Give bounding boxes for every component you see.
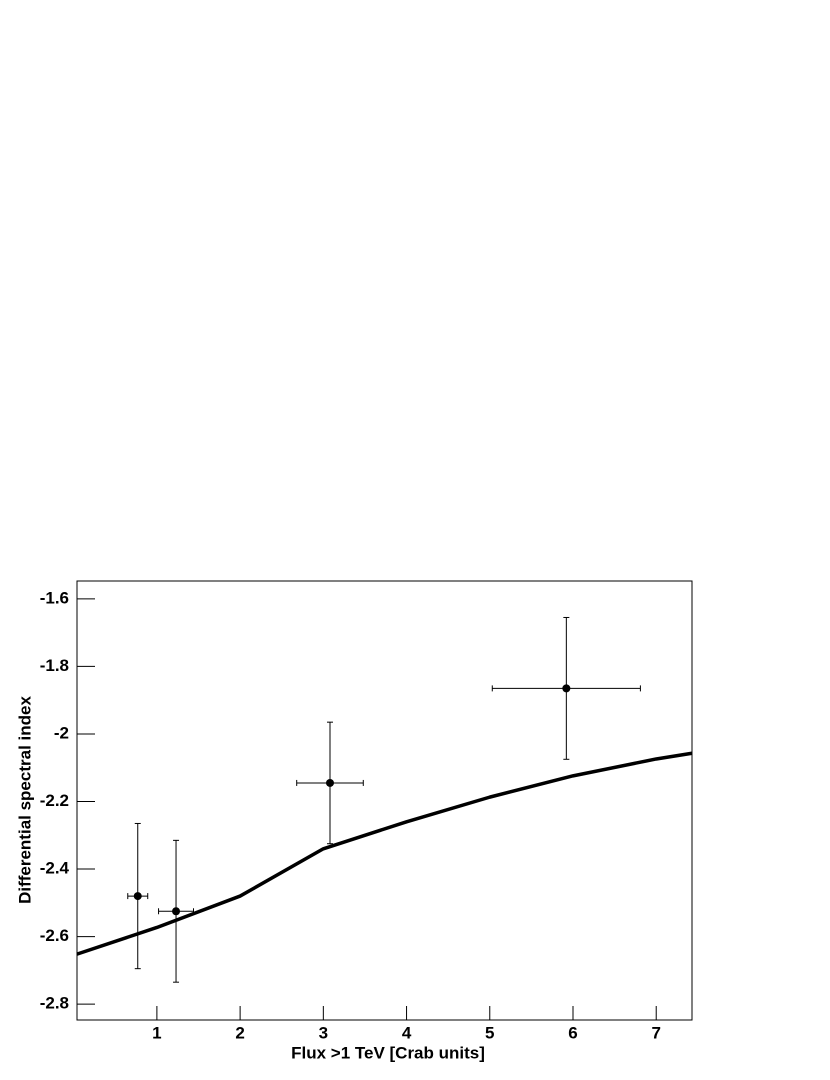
- x-tick-label: 3: [319, 1023, 328, 1042]
- y-tick-label: -2.8: [40, 994, 69, 1013]
- y-tick-label: -1.8: [40, 656, 69, 675]
- x-axis-title: Flux >1 TeV [Crab units]: [291, 1043, 485, 1062]
- y-axis-title: Differential spectral index: [15, 696, 34, 904]
- data-point: [133, 892, 142, 901]
- data-point: [562, 684, 571, 693]
- x-tick-label: 4: [402, 1023, 412, 1042]
- data-point: [325, 778, 334, 787]
- x-tick-label: 5: [485, 1023, 494, 1042]
- x-tick-label: 6: [568, 1023, 577, 1042]
- data-point: [172, 907, 181, 916]
- y-tick-label: -1.6: [40, 588, 69, 607]
- fit-curve: [76, 751, 693, 956]
- y-tick-label: -2.2: [40, 791, 69, 810]
- x-tick-label: 1: [152, 1023, 161, 1042]
- x-tick-label: 7: [651, 1023, 660, 1042]
- y-tick-label: -2: [54, 723, 69, 742]
- plot-frame: [76, 580, 693, 1021]
- x-tick-label: 2: [235, 1023, 244, 1042]
- y-tick-label: -2.6: [40, 926, 69, 945]
- y-tick-label: -2.4: [40, 859, 70, 878]
